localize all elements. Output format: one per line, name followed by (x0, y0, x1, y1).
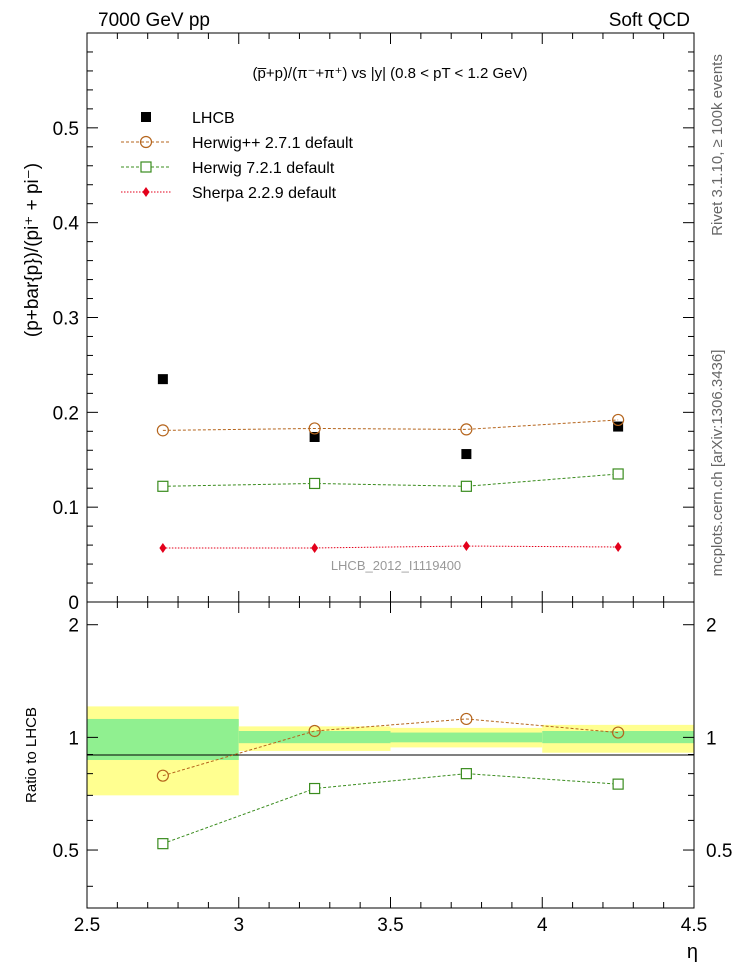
ratio-y-tick-label: 0.5 (53, 841, 79, 862)
x-tick-label: 4.5 (681, 915, 707, 936)
header-left: 7000 GeV pp (98, 10, 210, 31)
ratio-band-stat (542, 730, 694, 744)
legend-marker (141, 112, 151, 122)
main-data-point (462, 541, 470, 552)
watermark: LHCB_2012_I1119400 (331, 558, 461, 573)
main-data-point (309, 477, 321, 490)
main-series-3 (159, 541, 622, 553)
main-series-line (162, 473, 619, 487)
mcplots-label: mcplots.cern.ch [arXiv:1306.3436] (709, 350, 726, 577)
legend-marker (142, 187, 150, 197)
main-data-point (308, 422, 321, 435)
ratio-data-point (612, 726, 625, 739)
plot-title: (p̅+p)/(π⁻+π⁺) vs |y| (0.8 < pT < 1.2 Ge… (253, 65, 528, 82)
ratio-series-1 (157, 768, 624, 850)
ratio-series-0 (156, 712, 625, 782)
main-data-point (159, 542, 167, 553)
main-data-point (156, 424, 169, 437)
ratio-y-tick-label-right: 2 (706, 616, 717, 637)
legend-entry: Sherpa 2.2.9 default (121, 185, 337, 202)
rivet-label: Rivet 3.1.10, ≥ 100k events (709, 54, 726, 236)
main-data-point (612, 413, 625, 427)
ratio-series-line (162, 718, 619, 777)
x-tick-label: 4 (537, 915, 548, 936)
legend-label: Herwig 7.2.1 default (192, 160, 335, 177)
main-y-tick-label: 0.2 (53, 403, 79, 424)
main-series-2 (157, 468, 624, 492)
ratio-data-point (612, 778, 624, 790)
main-data-point (157, 374, 168, 385)
main-y-tick-label: 0.1 (53, 498, 79, 519)
main-panel: (p̅+p)/(π⁻+π⁺) vs |y| (0.8 < pT < 1.2 Ge… (22, 32, 695, 614)
main-data-point (461, 449, 472, 460)
ratio-data-point (156, 769, 169, 782)
main-data-point (612, 468, 624, 480)
legend-marker (139, 135, 153, 149)
ratio-band-stat (87, 718, 239, 761)
ratio-data-point (460, 712, 473, 726)
main-data-point (614, 541, 622, 552)
main-y-tick-label: 0.5 (53, 119, 79, 140)
legend-label: Herwig++ 2.7.1 default (192, 135, 354, 152)
main-series-line (162, 545, 619, 549)
ratio-frame (86, 601, 695, 909)
main-data-point (460, 423, 473, 436)
x-tick-label: 2.5 (74, 915, 100, 936)
main-data-point (460, 480, 472, 492)
main-data-point (157, 480, 169, 492)
main-data-point (309, 431, 320, 442)
main-data-point (613, 421, 624, 432)
ratio-series-line (162, 773, 619, 845)
ratio-data-point (157, 838, 169, 850)
ratio-panel: 0.5 0.5 1 1 2 2 2.5 3 3.5 4 4.5 Ratio to LHCB η (23, 601, 732, 963)
main-y-tick-label: 0 (68, 593, 79, 614)
main-frame (86, 32, 695, 603)
ratio-y-tick-label: 1 (68, 728, 79, 749)
x-tick-label: 3 (233, 915, 244, 936)
main-ylabel: (p+bar{p})/(pi⁺ + pi⁻) (22, 163, 43, 337)
main-series-1 (156, 413, 625, 437)
legend-entry: Herwig 7.2.1 default (121, 160, 335, 177)
ratio-data-point (460, 768, 472, 780)
legend-entry: LHCB (141, 110, 235, 127)
legend-entry: Herwig++ 2.7.1 default (121, 135, 354, 152)
ratio-data-point (309, 782, 321, 795)
legend-marker (140, 161, 152, 173)
x-tick-label: 3.5 (377, 915, 403, 936)
legend-label: LHCB (192, 110, 235, 127)
main-y-tick-label: 0.3 (53, 309, 79, 330)
legend-label: Sherpa 2.2.9 default (192, 185, 337, 202)
ratio-band-stat (390, 732, 543, 743)
header-right: Soft QCD (609, 10, 690, 31)
ratio-y-tick-label: 2 (68, 616, 79, 637)
ratio-y-tick-label-right: 0.5 (706, 841, 732, 862)
ratio-data-point (308, 724, 321, 738)
main-data-point (311, 542, 319, 553)
main-y-tick-label: 0.4 (53, 214, 80, 235)
legend: LHCB Herwig++ 2.7.1 default Herwig 7.2.1 d… (121, 110, 354, 202)
main-series-line (162, 419, 619, 431)
x-axis-label: η (687, 941, 698, 963)
ratio-ylabel: Ratio to LHCB (23, 707, 40, 803)
ratio-y-tick-label-right: 1 (706, 728, 717, 749)
main-series-0 (157, 374, 624, 460)
